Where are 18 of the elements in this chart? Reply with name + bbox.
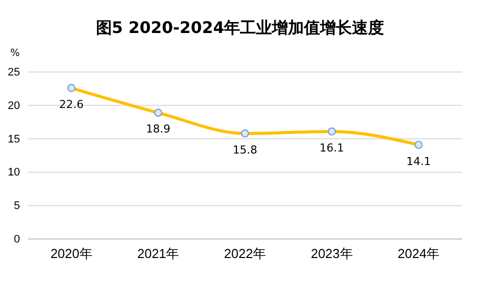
data-label: 22.6 <box>59 98 84 112</box>
y-tick-label: 0 <box>14 234 20 246</box>
y-tick-label: 25 <box>8 66 20 79</box>
chart-title: 图5 2020-2024年工业增加值增长速度 <box>96 18 384 37</box>
data-label: 15.8 <box>232 143 258 156</box>
x-tick-label: 2020年 <box>50 246 92 262</box>
y-tick-label: 5 <box>14 200 20 212</box>
data-label: 18.9 <box>146 122 170 136</box>
x-tick-label: 2023年 <box>310 246 353 262</box>
data-label: 16.1 <box>320 141 344 154</box>
y-axis-title: % <box>10 48 20 59</box>
x-tick-label: 2021年 <box>137 246 180 262</box>
y-tick-label: 20 <box>8 100 20 112</box>
x-tick-label: 2022年 <box>224 246 266 262</box>
data-label: 14.1 <box>406 154 431 168</box>
y-tick-label: 10 <box>8 166 20 179</box>
x-tick-label: 2024年 <box>398 246 440 262</box>
y-tick-label: 15 <box>8 133 20 146</box>
